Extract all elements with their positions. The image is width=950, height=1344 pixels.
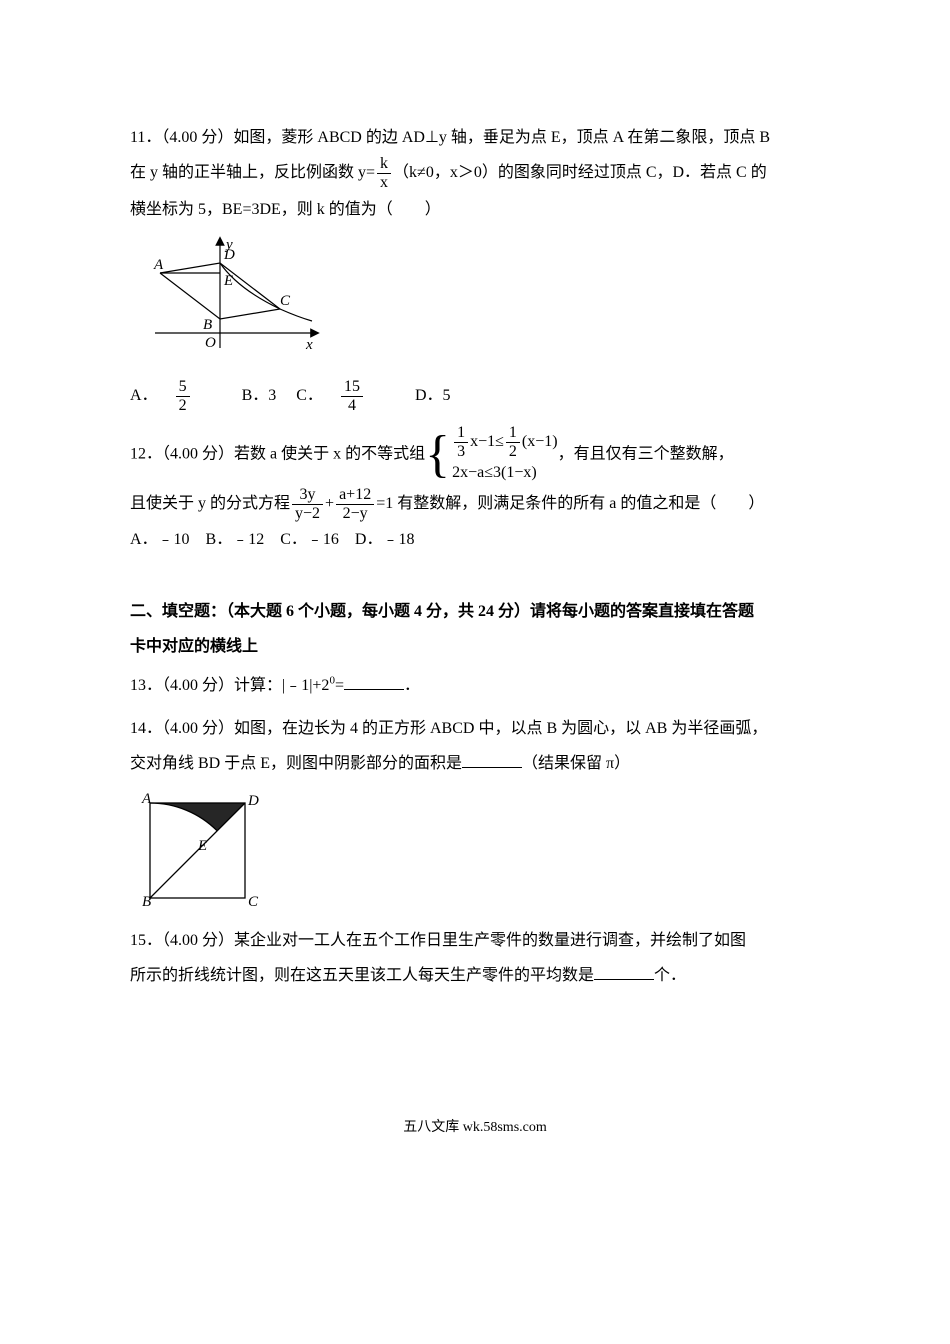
q15-line1: 15．（4.00 分）某企业对一工人在五个工作日里生产零件的数量进行调查，并绘制…: [130, 923, 820, 958]
q11-choice-d: D．5: [415, 387, 451, 404]
question-12: 12．（4.00 分）若数 a 使关于 x 的不等式组 { 13x−1≤12(x…: [130, 424, 820, 557]
q14-line2: 交对角线 BD 于点 E，则图中阴影部分的面积是（结果保留 π）: [130, 746, 820, 781]
q11-line2: 在 y 轴的正半轴上，反比例函数 y=kx（k≠0，x＞0）的图象同时经过顶点 …: [130, 155, 820, 191]
q11-choice-c: C．154: [296, 387, 399, 404]
page-footer: 五八文库 wk.58sms.com: [130, 1113, 820, 1144]
q12-inequality-system: { 13x−1≤12(x−1) 2x−a≤3(1−x): [425, 424, 557, 486]
svg-text:A: A: [141, 791, 152, 807]
svg-text:A: A: [153, 257, 164, 273]
q11-line3: 横坐标为 5，BE=3DE，则 k 的值为（ ）: [130, 192, 820, 227]
svg-text:D: D: [247, 793, 259, 809]
q11-figure: A D E C B O x y: [130, 233, 325, 368]
svg-text:C: C: [248, 894, 259, 910]
q14-line1: 14．（4.00 分）如图，在边长为 4 的正方形 ABCD 中，以点 B 为圆…: [130, 711, 820, 746]
section-2-heading: 二、填空题：（本大题 6 个小题，每小题 4 分，共 24 分）请将每小题的答案…: [130, 594, 820, 664]
svg-text:y: y: [224, 237, 233, 253]
svg-text:E: E: [197, 838, 207, 854]
q11-choice-b: B．3: [242, 387, 277, 404]
q11-line2b: （k≠0，x＞0）的图象同时经过顶点 C，D．若点 C 的: [393, 164, 767, 181]
blank-input[interactable]: [462, 751, 522, 769]
question-14: 14．（4.00 分）如图，在边长为 4 的正方形 ABCD 中，以点 B 为圆…: [130, 711, 820, 912]
blank-input[interactable]: [344, 672, 404, 690]
q15-line2: 所示的折线统计图，则在这五天里该工人每天生产零件的平均数是个．: [130, 958, 820, 993]
svg-text:E: E: [223, 273, 233, 289]
svg-text:x: x: [305, 337, 313, 353]
q12-ineq-top: 13x−1≤12(x−1): [452, 424, 558, 460]
svg-text:B: B: [203, 317, 212, 333]
question-13: 13．（4.00 分）计算：|﹣1|+20=．: [130, 668, 820, 703]
brace-icon: {: [425, 429, 450, 481]
svg-text:O: O: [205, 335, 216, 351]
blank-input[interactable]: [594, 962, 654, 980]
q11-choice-a: A．52: [130, 387, 226, 404]
q11-frac-kx: kx: [377, 155, 391, 191]
q12-line2: 且使关于 y 的分式方程3yy−2+a+122−y=1 有整数解，则满足条件的所…: [130, 486, 820, 522]
svg-text:C: C: [280, 293, 291, 309]
q11-line1: 11．（4.00 分）如图，菱形 ABCD 的边 AD⊥y 轴，垂足为点 E，顶…: [130, 120, 820, 155]
question-15: 15．（4.00 分）某企业对一工人在五个工作日里生产零件的数量进行调查，并绘制…: [130, 923, 820, 993]
question-11: 11．（4.00 分）如图，菱形 ABCD 的边 AD⊥y 轴，垂足为点 E，顶…: [130, 120, 820, 414]
svg-text:B: B: [142, 894, 151, 910]
q12-ineq-bot: 2x−a≤3(1−x): [452, 460, 558, 486]
q12-choices: A．﹣10 B．﹣12 C．﹣16 D．﹣18: [130, 522, 820, 557]
q11-line2a: 在 y 轴的正半轴上，反比例函数 y=: [130, 164, 375, 181]
q11-choices: A．52 B．3 C．154 D．5: [130, 378, 820, 414]
q12-line1: 12．（4.00 分）若数 a 使关于 x 的不等式组 { 13x−1≤12(x…: [130, 424, 820, 486]
q14-figure: A D B C E: [130, 788, 270, 913]
